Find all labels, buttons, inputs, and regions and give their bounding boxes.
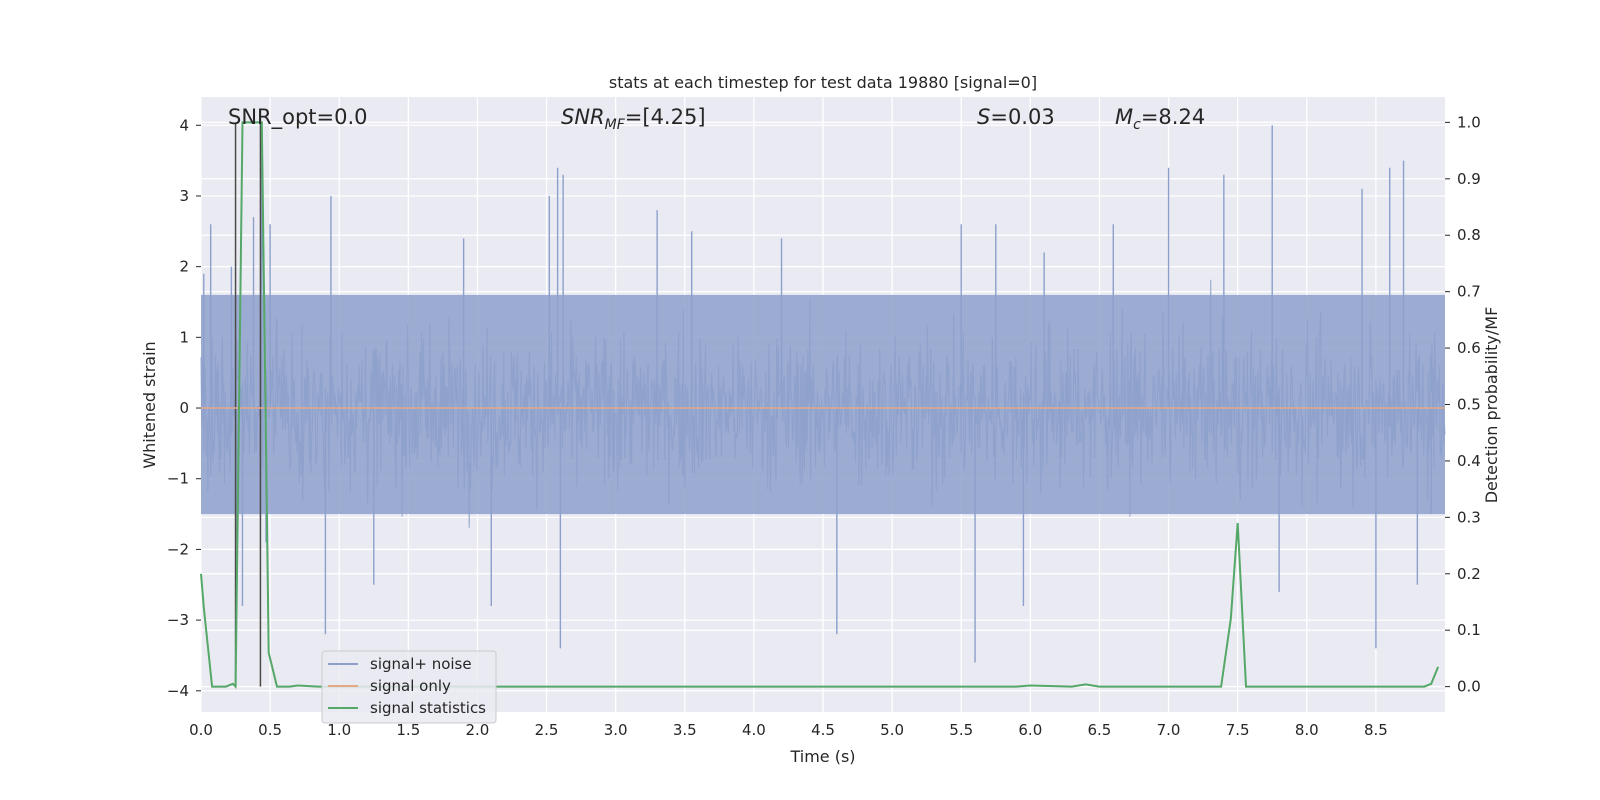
x-tick-label: 0.0 bbox=[189, 721, 213, 739]
y-right-tick-label: 0.5 bbox=[1457, 396, 1481, 414]
y-left-tick-label: 4 bbox=[179, 116, 189, 134]
legend-label-signal-statistics: signal statistics bbox=[370, 699, 486, 717]
legend-box bbox=[321, 650, 497, 724]
x-axis-label: Time (s) bbox=[789, 747, 855, 766]
y-right-tick-label: 0.2 bbox=[1457, 565, 1481, 583]
x-tick-label: 4.5 bbox=[811, 721, 835, 739]
x-tick-label: 6.0 bbox=[1018, 721, 1042, 739]
y-right-tick-label: 0.6 bbox=[1457, 339, 1481, 357]
y-right-tick-label: 0.7 bbox=[1457, 283, 1481, 301]
y-left-tick-label: −1 bbox=[167, 470, 189, 488]
annotation-snr-mf: SNRMF=[4.25] bbox=[561, 105, 706, 133]
x-tick-label: 2.0 bbox=[466, 721, 490, 739]
x-tick-label: 3.5 bbox=[673, 721, 697, 739]
annotation-snr-opt: SNR_opt=0.0 bbox=[228, 105, 368, 130]
x-tick-label: 8.0 bbox=[1295, 721, 1319, 739]
y-right-tick-label: 0.8 bbox=[1457, 226, 1481, 244]
y-axis-left-label: Whitened strain bbox=[140, 341, 159, 468]
x-tick-label: 1.5 bbox=[396, 721, 420, 739]
y-right-tick-label: 0.0 bbox=[1457, 678, 1481, 696]
y-left-tick-label: 0 bbox=[179, 399, 189, 417]
x-tick-label: 1.0 bbox=[327, 721, 351, 739]
legend: signal+ noise signal only signal statist… bbox=[321, 650, 497, 724]
annotation-snr-mf-value: =[4.25] bbox=[625, 105, 706, 129]
annotation-s: S=0.03 bbox=[977, 105, 1055, 129]
x-tick-label: 7.5 bbox=[1226, 721, 1250, 739]
annotation-mc-sub: c bbox=[1133, 117, 1141, 133]
x-tick-label: 6.5 bbox=[1088, 721, 1112, 739]
y-right-tick-label: 0.1 bbox=[1457, 621, 1481, 639]
x-tick-label: 5.0 bbox=[880, 721, 904, 739]
legend-label-signal-only: signal only bbox=[370, 677, 451, 695]
x-tick-label: 4.0 bbox=[742, 721, 766, 739]
y-right-tick-label: 1.0 bbox=[1457, 113, 1481, 131]
signal-noise-series bbox=[200, 125, 1446, 663]
y-axis-left-ticks: 4 3 2 1 0 −1 −2 −3 −4 bbox=[167, 116, 201, 700]
annotation-s-label: S bbox=[977, 105, 990, 129]
legend-label-signal-noise: signal+ noise bbox=[370, 655, 472, 673]
x-tick-label: 3.0 bbox=[604, 721, 628, 739]
chart-title: stats at each timestep for test data 198… bbox=[609, 73, 1037, 92]
signal-noise-core-band bbox=[201, 294, 1445, 515]
annotations: SNR_opt=0.0 SNRMF=[4.25] S=0.03 Mc=8.24 bbox=[228, 105, 1205, 133]
y-right-tick-label: 0.9 bbox=[1457, 170, 1481, 188]
x-tick-label: 2.5 bbox=[535, 721, 559, 739]
y-right-tick-label: 0.4 bbox=[1457, 452, 1481, 470]
y-left-tick-label: 1 bbox=[179, 328, 189, 346]
y-axis-right-ticks: 1.0 0.9 0.8 0.7 0.6 0.5 0.4 0.3 0.2 0.1 0.0 bbox=[1445, 113, 1481, 696]
x-tick-label: 0.5 bbox=[258, 721, 282, 739]
y-right-tick-label: 0.3 bbox=[1457, 508, 1481, 526]
y-left-tick-label: −4 bbox=[167, 682, 189, 700]
y-left-tick-label: 2 bbox=[179, 258, 189, 276]
annotation-mc-value: =8.24 bbox=[1141, 105, 1205, 129]
annotation-snr-mf-sub: MF bbox=[605, 117, 626, 133]
y-axis-right-label: Detection probability/MF bbox=[1482, 307, 1501, 504]
annotation-s-value: =0.03 bbox=[990, 105, 1054, 129]
x-tick-label: 8.5 bbox=[1364, 721, 1388, 739]
x-tick-label: 5.5 bbox=[949, 721, 973, 739]
annotation-snr-mf-label: SNR bbox=[561, 105, 605, 129]
x-tick-label: 7.0 bbox=[1157, 721, 1181, 739]
annotation-mc-label: M bbox=[1115, 105, 1133, 129]
y-left-tick-label: −2 bbox=[167, 540, 189, 558]
annotation-mc: Mc=8.24 bbox=[1115, 105, 1205, 133]
x-axis-ticks: 0.0 0.5 1.0 1.5 2.0 2.5 3.0 3.5 4.0 4.5 5.0 5.5 6.0 6… bbox=[189, 721, 1388, 739]
y-left-tick-label: 3 bbox=[179, 187, 189, 205]
y-left-tick-label: −3 bbox=[167, 611, 189, 629]
